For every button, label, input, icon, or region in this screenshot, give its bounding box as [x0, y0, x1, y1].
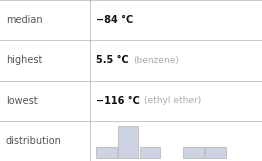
Bar: [140, 147, 160, 158]
Text: lowest: lowest: [6, 96, 38, 106]
Text: distribution: distribution: [6, 136, 62, 146]
Text: median: median: [6, 15, 43, 25]
Text: (benzene): (benzene): [133, 56, 179, 65]
Bar: [183, 147, 204, 158]
Text: (ethyl ether): (ethyl ether): [144, 96, 201, 105]
Bar: [205, 147, 226, 158]
Text: −84 °C: −84 °C: [96, 15, 134, 25]
Text: highest: highest: [6, 55, 42, 65]
Text: 5.5 °C: 5.5 °C: [96, 55, 129, 65]
Bar: [118, 126, 138, 158]
Bar: [96, 147, 117, 158]
Text: −116 °C: −116 °C: [96, 96, 140, 106]
